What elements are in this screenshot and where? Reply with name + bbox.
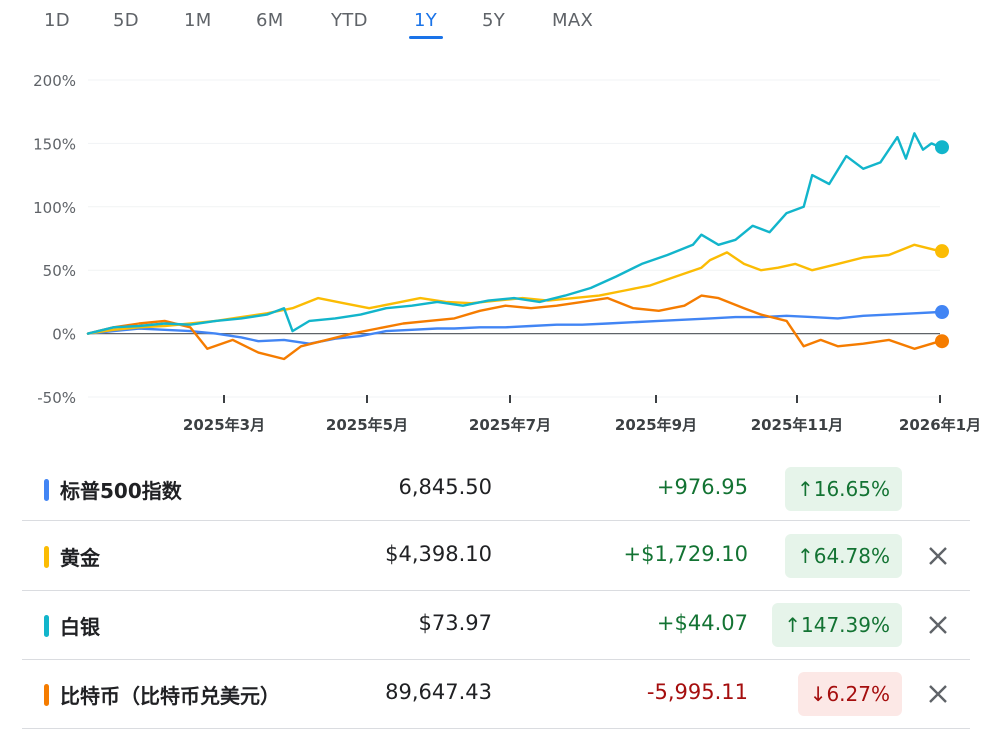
asset-percent-badge: ↑147.39% xyxy=(772,603,902,647)
asset-row-bitcoin[interactable]: 比特币（比特币兑美元） 89,647.43 -5,995.11 ↓6.27% xyxy=(22,660,970,728)
series-line xyxy=(86,294,942,361)
asset-change: +$44.07 xyxy=(656,611,748,635)
asset-change: +976.95 xyxy=(656,475,748,499)
asset-price: $4,398.10 xyxy=(385,542,492,566)
active-tab-indicator xyxy=(409,36,443,39)
x-tick-label: 2025年9月 xyxy=(615,416,697,434)
tab-1y[interactable]: 1Y xyxy=(414,10,438,31)
close-icon[interactable] xyxy=(926,613,950,637)
x-tick-label: 2025年7月 xyxy=(469,416,551,434)
tab-6m[interactable]: 6M xyxy=(256,10,284,31)
asset-change: +$1,729.10 xyxy=(623,542,748,566)
asset-price: 6,845.50 xyxy=(398,475,492,499)
asset-name: 黄金 xyxy=(60,546,100,570)
asset-row-sp500[interactable]: 标普500指数 6,845.50 +976.95 ↑16.65% xyxy=(22,455,970,523)
asset-name: 标普500指数 xyxy=(60,479,182,503)
tab-ytd[interactable]: YTD xyxy=(331,10,368,31)
row-divider xyxy=(22,590,970,591)
x-tick-label: 2026年1月 xyxy=(899,416,981,434)
series-end-dot xyxy=(935,334,949,349)
x-tick-label: 2025年3月 xyxy=(183,416,265,434)
asset-price: 89,647.43 xyxy=(385,680,492,704)
series-line xyxy=(86,310,942,345)
y-tick-label: 150% xyxy=(33,135,76,153)
row-divider xyxy=(22,728,970,729)
y-tick-label: 50% xyxy=(43,262,76,280)
asset-percent-badge: ↑64.78% xyxy=(784,534,902,578)
tab-1d[interactable]: 1D xyxy=(44,10,70,31)
x-tick-label: 2025年5月 xyxy=(326,416,408,434)
y-tick-label: -50% xyxy=(37,389,76,407)
tab-max[interactable]: MAX xyxy=(552,10,594,31)
asset-name: 白银 xyxy=(60,615,100,639)
series-end-dot xyxy=(935,140,949,155)
close-icon[interactable] xyxy=(926,544,950,568)
asset-row-gold[interactable]: 黄金 $4,398.10 +$1,729.10 ↑64.78% xyxy=(22,522,970,590)
tab-5y[interactable]: 5Y xyxy=(482,10,506,31)
asset-percent-badge: ↑16.65% xyxy=(784,467,902,511)
asset-name: 比特币（比特币兑美元） xyxy=(60,684,280,708)
tab-1m[interactable]: 1M xyxy=(184,10,212,31)
asset-row-silver[interactable]: 白银 $73.97 +$44.07 ↑147.39% xyxy=(22,591,970,659)
series-end-dot xyxy=(935,244,949,259)
series-line xyxy=(86,132,942,335)
close-icon[interactable] xyxy=(926,682,950,706)
tab-5d[interactable]: 5D xyxy=(113,10,139,31)
series-end-dot xyxy=(935,305,949,320)
y-tick-label: 100% xyxy=(33,199,76,217)
range-tabs: 1D 5D 1M 6M YTD 1Y 5Y MAX xyxy=(0,0,1000,44)
x-tick-label: 2025年11月 xyxy=(751,416,844,434)
y-tick-label: 0% xyxy=(52,326,76,344)
asset-price: $73.97 xyxy=(418,611,492,635)
row-divider xyxy=(22,659,970,660)
asset-change: -5,995.11 xyxy=(646,680,748,704)
performance-chart: 200% 150% 100% 50% 0% -50% 2025年3月 2025年5月 2025年… xyxy=(33,72,981,434)
y-tick-label: 200% xyxy=(33,72,76,90)
row-divider xyxy=(22,520,970,521)
series-color-swatch xyxy=(44,546,49,568)
series-color-swatch xyxy=(44,479,49,501)
asset-percent-badge: ↓6.27% xyxy=(797,672,902,716)
series-color-swatch xyxy=(44,684,49,706)
series-color-swatch xyxy=(44,615,49,637)
